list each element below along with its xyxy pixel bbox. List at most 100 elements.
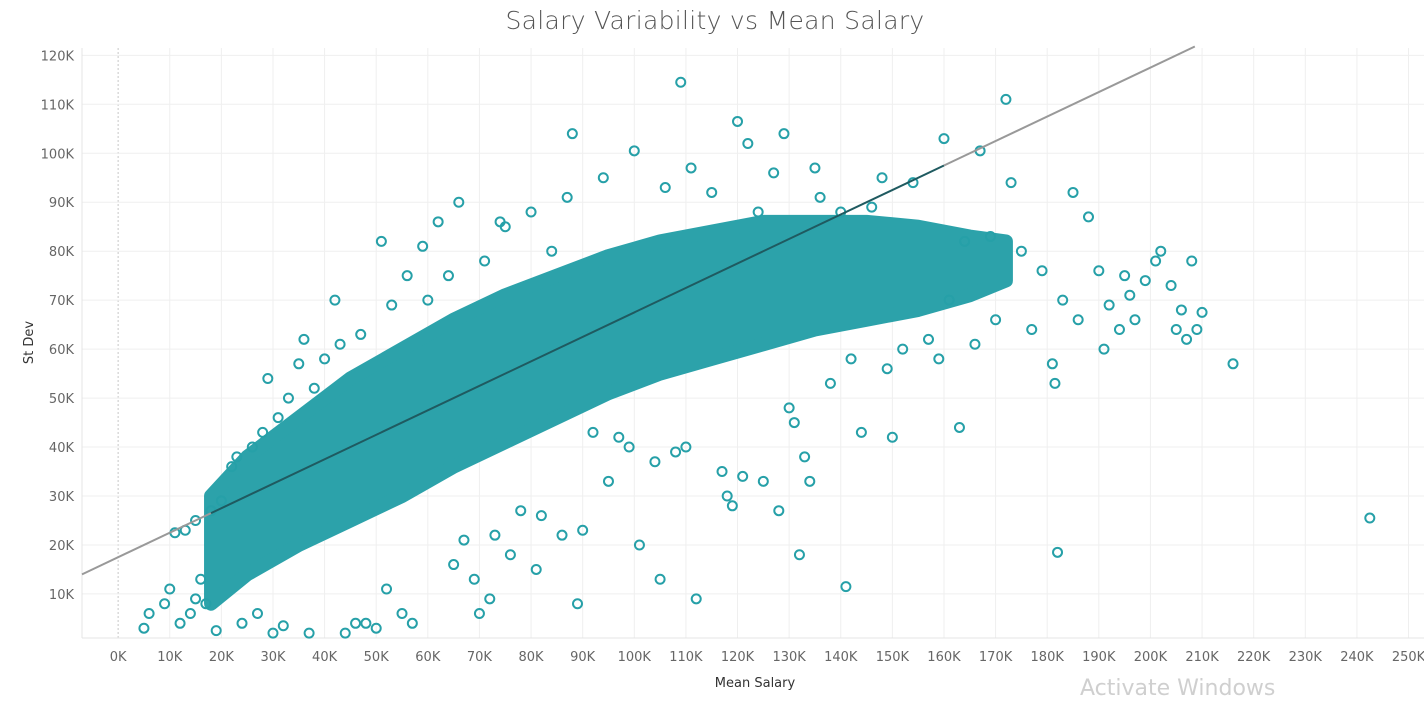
data-point <box>572 598 584 610</box>
y-tick-label: 40K <box>49 441 75 456</box>
data-point <box>587 426 599 438</box>
data-point <box>721 490 733 502</box>
data-point <box>473 608 485 620</box>
data-point <box>855 426 867 438</box>
data-point <box>535 510 547 522</box>
x-tick-label: 10K <box>157 650 183 665</box>
x-tick-label: 190K <box>1082 650 1116 665</box>
data-point <box>881 363 893 375</box>
data-point <box>479 255 491 267</box>
x-tick-label: 130K <box>772 650 806 665</box>
y-tick-label: 10K <box>49 588 75 603</box>
y-axis-label: St Dev <box>12 321 52 365</box>
data-point <box>267 627 279 639</box>
data-point <box>375 235 387 247</box>
x-tick-label: 230K <box>1289 650 1323 665</box>
data-point <box>282 392 294 404</box>
data-point <box>453 196 465 208</box>
data-point <box>670 446 682 458</box>
data-point <box>649 456 661 468</box>
data-point <box>597 172 609 184</box>
data-point <box>824 377 836 389</box>
data-point <box>504 549 516 561</box>
data-point <box>458 534 470 546</box>
data-point <box>499 221 511 233</box>
x-tick-label: 120K <box>721 650 755 665</box>
data-point <box>814 191 826 203</box>
data-point <box>840 581 852 593</box>
data-point <box>1049 377 1061 389</box>
data-point <box>432 216 444 228</box>
data-point <box>742 137 754 149</box>
data-point <box>308 382 320 394</box>
x-tick-label: 250K <box>1392 650 1424 665</box>
data-point <box>468 573 480 585</box>
data-point <box>1155 245 1167 257</box>
data-point <box>1093 265 1105 277</box>
y-tick-label: 20K <box>49 539 75 554</box>
x-tick-label: 30K <box>260 650 286 665</box>
data-point <box>845 353 857 365</box>
data-point <box>1072 314 1084 326</box>
data-point <box>685 162 697 174</box>
data-point <box>613 431 625 443</box>
data-point <box>768 167 780 179</box>
data-point <box>990 314 1002 326</box>
data-point <box>1364 512 1376 524</box>
data-point <box>525 206 537 218</box>
x-tick-label: 60K <box>415 650 441 665</box>
data-point <box>566 128 578 140</box>
data-point <box>602 475 614 487</box>
x-tick-label: 0K <box>110 650 127 665</box>
data-point <box>1175 304 1187 316</box>
y-tick-label: 60K <box>49 343 75 358</box>
data-point <box>246 441 258 453</box>
data-point <box>1119 270 1131 282</box>
data-point <box>1052 546 1064 558</box>
data-point <box>262 372 274 384</box>
data-point <box>489 529 501 541</box>
data-point <box>804 475 816 487</box>
data-point <box>561 191 573 203</box>
data-point <box>184 608 196 620</box>
data-point <box>298 333 310 345</box>
data-point <box>886 431 898 443</box>
data-point <box>195 573 207 585</box>
data-point <box>200 598 212 610</box>
data-point <box>1067 186 1079 198</box>
data-point <box>726 500 738 512</box>
data-point <box>737 470 749 482</box>
data-point <box>752 206 764 218</box>
y-tick-label: 80K <box>49 245 75 260</box>
data-point <box>442 270 454 282</box>
x-tick-label: 80K <box>519 650 545 665</box>
data-point <box>876 172 888 184</box>
y-tick-label: 50K <box>49 392 75 407</box>
x-tick-label: 220K <box>1237 650 1271 665</box>
data-point <box>1170 324 1182 336</box>
y-tick-label: 110K <box>41 98 75 113</box>
y-tick-label: 100K <box>41 147 75 162</box>
x-tick-label: 70K <box>467 650 493 665</box>
data-point <box>143 608 155 620</box>
data-point <box>1113 324 1125 336</box>
x-tick-label: 150K <box>876 650 910 665</box>
x-tick-label: 170K <box>979 650 1013 665</box>
data-point <box>1083 211 1094 223</box>
data-point <box>339 627 351 639</box>
trend-line <box>81 45 1196 576</box>
data-point <box>1005 177 1017 189</box>
data-point <box>251 608 263 620</box>
x-tick-label: 210K <box>1185 650 1219 665</box>
data-point <box>706 186 718 198</box>
data-point <box>897 343 909 355</box>
data-point <box>680 441 692 453</box>
data-point <box>515 505 527 517</box>
data-point <box>546 245 558 257</box>
data-point <box>319 353 331 365</box>
data-point <box>530 563 542 575</box>
data-point <box>210 625 222 637</box>
data-point <box>1186 255 1198 267</box>
data-point <box>793 549 805 561</box>
